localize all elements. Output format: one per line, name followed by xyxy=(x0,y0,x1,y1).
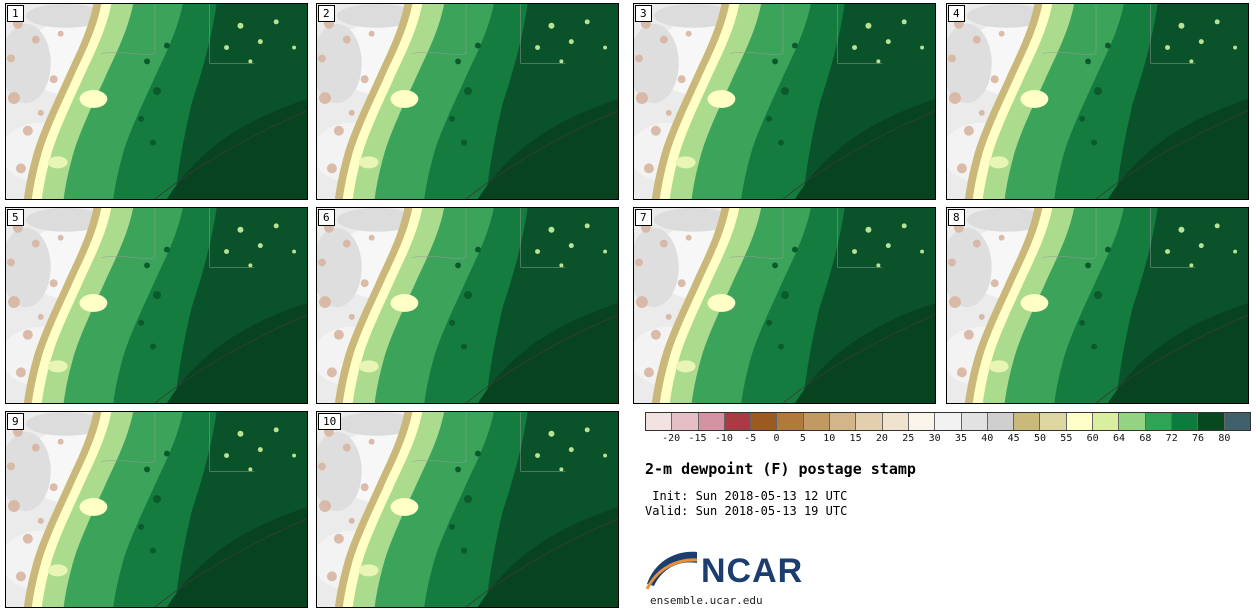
plot-title: 2-m dewpoint (F) postage stamp xyxy=(645,460,916,478)
colorbar-tick: 45 xyxy=(1007,433,1020,444)
dewpoint-colorbar xyxy=(645,412,1251,431)
colorbar-cell xyxy=(935,413,962,430)
colorbar-tick: 35 xyxy=(954,433,967,444)
panel-number: 4 xyxy=(948,5,965,22)
site-url: ensemble.ucar.edu xyxy=(650,594,763,607)
colorbar-tick: 40 xyxy=(981,433,994,444)
ensemble-panel-4: 4 xyxy=(946,3,1249,200)
panel-number: 9 xyxy=(7,413,24,430)
colorbar-tick: 20 xyxy=(875,433,888,444)
colorbar-tick: -20 xyxy=(662,433,681,444)
colorbar-tick: 76 xyxy=(1192,433,1205,444)
colorbar-cell xyxy=(1145,413,1172,430)
ncar-swoosh-icon xyxy=(645,551,698,590)
ensemble-panel-8: 8 xyxy=(946,207,1249,404)
colorbar-cell xyxy=(1093,413,1120,430)
panel-number: 6 xyxy=(318,209,335,226)
panel-number: 1 xyxy=(7,5,24,22)
colorbar-tick: -5 xyxy=(744,433,757,444)
colorbar-tick: 50 xyxy=(1033,433,1046,444)
colorbar-tick: 72 xyxy=(1165,433,1178,444)
colorbar-cell xyxy=(1224,413,1250,430)
colorbar-cell xyxy=(1040,413,1067,430)
colorbar-tick: 64 xyxy=(1112,433,1126,444)
dewpoint-map xyxy=(947,4,1248,199)
colorbar-tick: 80 xyxy=(1218,433,1231,444)
colorbar-tick: 60 xyxy=(1086,433,1099,444)
dewpoint-map xyxy=(634,4,935,199)
colorbar-tick: 5 xyxy=(799,433,806,444)
panel-number: 3 xyxy=(635,5,652,22)
colorbar-cell xyxy=(1014,413,1041,430)
colorbar-cell xyxy=(803,413,831,430)
colorbar-cell xyxy=(646,413,673,430)
dewpoint-map xyxy=(947,208,1248,403)
colorbar-tick: 15 xyxy=(849,433,862,444)
colorbar-cell xyxy=(751,413,778,430)
colorbar-cell xyxy=(908,413,936,430)
colorbar-cell xyxy=(987,413,1015,430)
colorbar-cell xyxy=(698,413,725,430)
dewpoint-map xyxy=(6,412,307,607)
colorbar-tick: 25 xyxy=(902,433,915,444)
dewpoint-map xyxy=(6,4,307,199)
panel-number: 5 xyxy=(7,209,24,226)
dewpoint-map xyxy=(317,412,618,607)
colorbar-tick-labels: -20 -15 -10 -5 0 5 10 15 20 25 30 35 40 … xyxy=(645,433,1238,444)
colorbar-tick: 30 xyxy=(928,433,941,444)
colorbar-tick: 68 xyxy=(1139,433,1152,444)
ensemble-panel-10: 10 xyxy=(316,411,619,608)
colorbar-cell xyxy=(882,413,909,430)
colorbar-cell xyxy=(1066,413,1094,430)
colorbar-cell xyxy=(1171,413,1199,430)
dewpoint-map xyxy=(6,208,307,403)
panel-number: 7 xyxy=(635,209,652,226)
ensemble-panel-3: 3 xyxy=(633,3,936,200)
ensemble-panel-5: 5 xyxy=(5,207,308,404)
dewpoint-map xyxy=(634,208,935,403)
ensemble-panel-9: 9 xyxy=(5,411,308,608)
valid-time: Valid: Sun 2018-05-13 19 UTC xyxy=(645,504,848,518)
colorbar-tick: -10 xyxy=(714,433,733,444)
colorbar-cell xyxy=(777,413,804,430)
ncar-logo: NCAR xyxy=(645,548,803,590)
panel-number: 10 xyxy=(318,413,342,430)
colorbar-cell xyxy=(1198,413,1225,430)
dewpoint-map xyxy=(317,208,618,403)
ensemble-panel-6: 6 xyxy=(316,207,619,404)
ensemble-panel-1: 1 xyxy=(5,3,308,200)
ensemble-panel-2: 2 xyxy=(316,3,619,200)
colorbar-cell xyxy=(856,413,883,430)
colorbar-tick: 10 xyxy=(823,433,836,444)
colorbar-cell xyxy=(830,413,857,430)
dewpoint-map xyxy=(317,4,618,199)
colorbar-tick: 55 xyxy=(1060,433,1073,444)
colorbar-cell xyxy=(724,413,752,430)
colorbar-tick: 0 xyxy=(773,433,780,444)
ncar-logo-text: NCAR xyxy=(701,552,804,590)
ensemble-panel-7: 7 xyxy=(633,207,936,404)
panel-number: 8 xyxy=(948,209,965,226)
colorbar-tick: -15 xyxy=(688,433,707,444)
colorbar-cell xyxy=(961,413,988,430)
colorbar-cell xyxy=(1119,413,1146,430)
panel-number: 2 xyxy=(318,5,335,22)
colorbar-cell xyxy=(672,413,699,430)
init-time: Init: Sun 2018-05-13 12 UTC xyxy=(645,489,848,503)
